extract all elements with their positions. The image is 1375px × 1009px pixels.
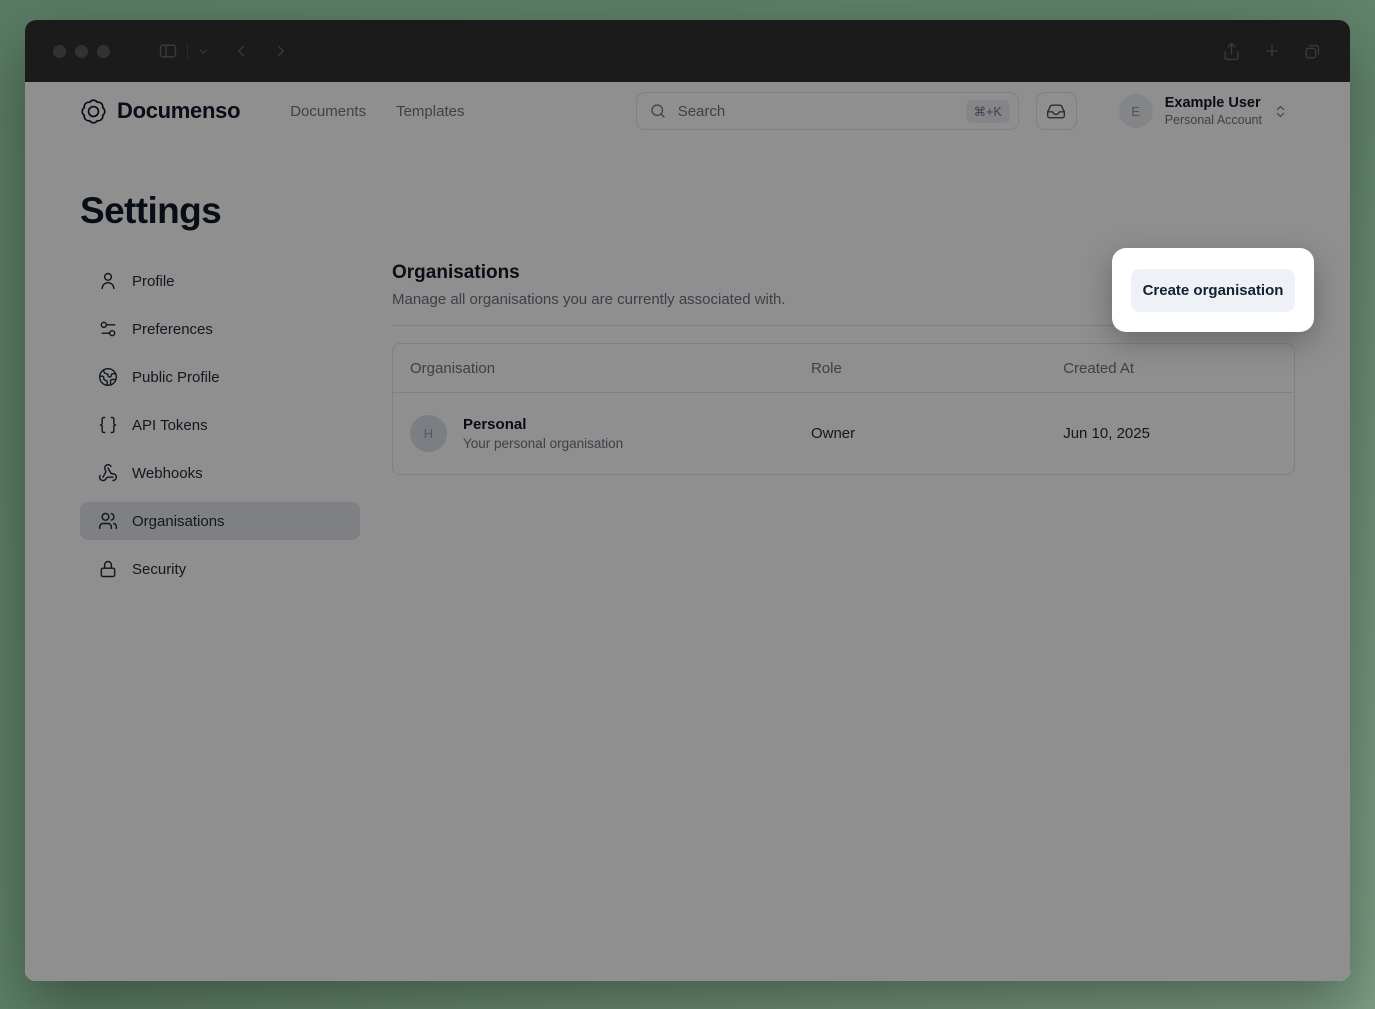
titlebar-divider xyxy=(187,43,188,59)
user-meta: Example User Personal Account xyxy=(1165,95,1262,127)
globe-icon xyxy=(98,367,118,387)
sidebar-item-webhooks[interactable]: Webhooks xyxy=(80,454,360,492)
inbox-button[interactable] xyxy=(1035,92,1077,130)
sidebar-toggle-icon xyxy=(158,41,178,61)
account-menu[interactable]: E Example User Personal Account xyxy=(1118,94,1288,128)
column-created-at: Created At xyxy=(1063,359,1135,377)
user-name: Example User xyxy=(1164,94,1261,111)
settings-sidebar: Profile Preferences Public Profile API T… xyxy=(80,262,360,598)
braces-icon xyxy=(98,415,118,435)
organisations-table: Organisation Role Created At H Personal … xyxy=(392,343,1295,475)
user-avatar: E xyxy=(1118,94,1153,128)
table-header-row: Organisation Role Created At xyxy=(393,344,1294,393)
forward-button[interactable] xyxy=(272,42,290,60)
sidebar-item-label: Webhooks xyxy=(132,464,203,482)
search-shortcut-badge: ⌘+K xyxy=(965,99,1010,123)
section-divider xyxy=(392,325,1295,326)
sidebar-item-organisations[interactable]: Organisations xyxy=(80,502,360,540)
user-icon xyxy=(98,271,118,291)
search-bar[interactable]: ⌘+K xyxy=(635,92,1019,130)
back-icon xyxy=(232,42,250,60)
main-nav: Documents Templates xyxy=(290,103,464,120)
column-role: Role xyxy=(810,359,842,377)
sidebar-item-security[interactable]: Security xyxy=(80,550,360,588)
forward-icon xyxy=(272,42,290,60)
share-icon xyxy=(1222,42,1241,61)
brand[interactable]: Documenso xyxy=(80,98,241,125)
organisation-name: Personal xyxy=(463,416,527,433)
tab-overview-button[interactable] xyxy=(1303,42,1322,61)
back-button[interactable] xyxy=(232,42,250,60)
close-button[interactable] xyxy=(53,44,66,58)
nav-templates[interactable]: Templates xyxy=(396,102,465,120)
created-at-cell: Jun 10, 2025 xyxy=(1063,425,1150,442)
brand-name: Documenso xyxy=(117,98,241,123)
sidebar-item-label: Organisations xyxy=(132,512,225,530)
sidebar-item-label: Public Profile xyxy=(132,368,220,386)
zoom-button[interactable] xyxy=(97,44,110,58)
nav-documents[interactable]: Documents xyxy=(290,102,367,120)
create-organisation-button[interactable]: Create organisation xyxy=(1131,268,1295,312)
sidebar-toggle-button[interactable] xyxy=(158,41,178,61)
organisation-avatar: H xyxy=(410,415,447,452)
sidebar-item-public-profile[interactable]: Public Profile xyxy=(80,358,360,396)
role-cell: Owner xyxy=(810,425,856,442)
chevrons-up-down-icon xyxy=(1273,104,1288,119)
users-icon xyxy=(98,511,118,531)
documenso-badge-icon xyxy=(80,98,107,125)
organisation-info: Personal Your personal organisation xyxy=(463,416,623,451)
lock-icon xyxy=(98,559,118,579)
table-row[interactable]: H Personal Your personal organisation Ow… xyxy=(393,393,1294,474)
new-tab-button[interactable] xyxy=(1263,42,1281,60)
search-input[interactable] xyxy=(675,101,966,121)
titlebar-left-controls xyxy=(158,41,290,61)
browser-titlebar xyxy=(25,20,1350,82)
app-header: Documenso Documents Templates ⌘+K xyxy=(25,82,1350,140)
settings-layout: Profile Preferences Public Profile API T… xyxy=(25,262,1350,598)
share-button[interactable] xyxy=(1222,42,1241,61)
tab-overview-icon xyxy=(1303,42,1322,61)
organisations-description: Manage all organisations you are current… xyxy=(392,291,786,308)
organisations-heading: Organisations xyxy=(392,262,520,283)
search-icon xyxy=(649,102,667,120)
browser-window: Documenso Documents Templates ⌘+K xyxy=(25,20,1350,981)
column-organisation: Organisation xyxy=(410,359,496,377)
webhook-icon xyxy=(98,463,118,483)
user-account-type: Personal Account xyxy=(1164,113,1262,128)
sidebar-item-label: Profile xyxy=(132,272,175,290)
sidebar-item-api-tokens[interactable]: API Tokens xyxy=(80,406,360,444)
organisation-cell: H Personal Your personal organisation xyxy=(393,415,794,452)
sidebar-item-preferences[interactable]: Preferences xyxy=(80,310,360,348)
minimize-button[interactable] xyxy=(75,44,88,58)
tab-group-menu-button[interactable] xyxy=(197,45,210,58)
new-tab-icon xyxy=(1263,42,1281,60)
spotlight-highlight: Create organisation xyxy=(1112,248,1314,332)
titlebar-right-controls xyxy=(1222,42,1322,61)
organisation-description: Your personal organisation xyxy=(463,436,624,451)
sliders-icon xyxy=(98,319,118,339)
inbox-icon xyxy=(1046,101,1066,121)
chevron-down-icon xyxy=(197,45,210,58)
sidebar-item-profile[interactable]: Profile xyxy=(80,262,360,300)
sidebar-item-label: Security xyxy=(132,560,187,578)
sidebar-item-label: API Tokens xyxy=(132,416,208,434)
sidebar-item-label: Preferences xyxy=(132,320,213,338)
documenso-app: Documenso Documents Templates ⌘+K xyxy=(25,82,1350,981)
traffic-lights xyxy=(53,44,110,58)
organisations-panel: Organisations Manage all organisations y… xyxy=(392,262,1295,598)
page-title: Settings xyxy=(80,190,222,231)
